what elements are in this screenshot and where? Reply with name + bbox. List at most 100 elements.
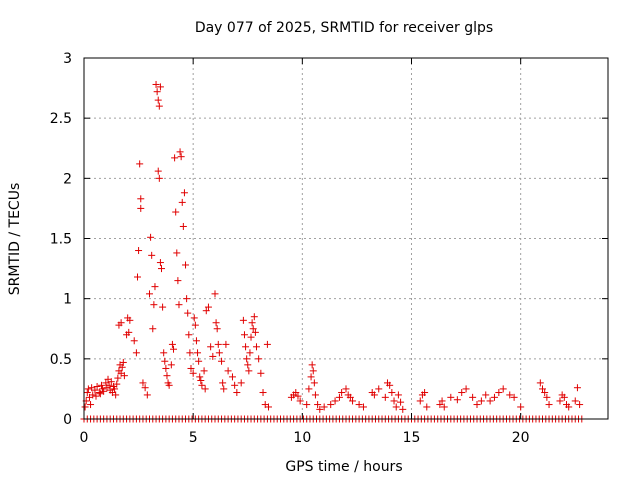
data-point: [81, 403, 89, 411]
data-point: [335, 393, 343, 401]
data-point: [202, 307, 210, 315]
y-tick-label: 2.5: [50, 111, 72, 127]
data-point: [160, 349, 168, 357]
data-point: [146, 290, 153, 298]
data-point: [176, 148, 184, 156]
data-point: [184, 309, 192, 317]
data-point: [233, 389, 241, 397]
data-point: [245, 367, 253, 375]
x-axis-label: GPS time / hours: [285, 459, 402, 475]
data-point: [355, 401, 363, 409]
y-axis-label: SRMTID / TECUs: [7, 183, 23, 296]
data-point: [155, 174, 163, 182]
data-point: [490, 393, 498, 401]
data-point: [148, 251, 156, 259]
data-point: [462, 385, 470, 393]
data-point: [84, 385, 92, 393]
data-point: [320, 403, 328, 411]
data-point: [536, 379, 544, 387]
data-point: [517, 403, 525, 411]
data-point: [392, 403, 400, 411]
data-point: [150, 301, 158, 309]
data-point: [209, 352, 217, 360]
data-point: [149, 325, 157, 333]
data-point: [130, 337, 138, 345]
data-point: [573, 384, 581, 392]
data-point: [257, 369, 265, 377]
data-point: [141, 384, 149, 392]
data-point: [192, 337, 200, 345]
data-point: [560, 393, 568, 401]
data-point: [135, 247, 143, 255]
data-point: [264, 403, 272, 411]
data-point: [421, 389, 429, 397]
data-point: [263, 340, 271, 348]
data-point: [125, 328, 133, 336]
data-point: [510, 393, 518, 401]
chart-title: Day 077 of 2025, SRMTID for receiver glp…: [195, 20, 493, 36]
data-point: [113, 380, 121, 388]
data-point: [220, 385, 228, 393]
data-point: [213, 325, 221, 333]
data-point: [438, 397, 446, 405]
data-point: [499, 385, 507, 393]
data-point: [316, 405, 324, 413]
data-point: [222, 340, 230, 348]
data-point: [375, 385, 383, 393]
data-point: [156, 83, 164, 91]
data-point: [189, 369, 197, 377]
data-point: [114, 374, 122, 382]
data-point: [120, 372, 128, 380]
grid-lines: [84, 58, 608, 419]
data-point: [242, 343, 250, 351]
data-point: [159, 303, 167, 311]
data-point: [185, 331, 193, 339]
data-point: [292, 389, 300, 397]
data-point: [161, 357, 169, 365]
data-point: [224, 367, 232, 375]
data-point: [191, 321, 199, 329]
data-point: [167, 361, 175, 369]
data-point: [196, 373, 204, 381]
data-point: [170, 345, 178, 353]
data-point: [105, 381, 113, 389]
y-tick-label: 1.5: [50, 232, 72, 248]
data-point: [331, 397, 339, 405]
data-point: [231, 381, 239, 389]
data-point: [139, 379, 147, 387]
data-point: [168, 340, 176, 348]
data-point: [107, 378, 115, 386]
data-point: [152, 80, 160, 88]
data-point: [112, 391, 120, 399]
data-point: [87, 401, 95, 409]
data-point: [416, 397, 424, 405]
data-point: [240, 331, 248, 339]
data-point: [482, 391, 490, 399]
data-point: [219, 379, 227, 387]
data-point: [571, 397, 579, 405]
data-point: [207, 343, 215, 351]
data-point: [158, 265, 166, 273]
data-point: [244, 361, 252, 369]
data-point: [111, 385, 119, 393]
data-point: [91, 386, 99, 394]
data-point: [381, 393, 389, 401]
data-point: [565, 403, 573, 411]
data-point: [436, 401, 444, 409]
data-point: [214, 340, 222, 348]
data-point: [200, 367, 208, 375]
data-point: [305, 385, 313, 393]
data-point: [469, 393, 477, 401]
data-point: [93, 383, 101, 391]
data-point: [132, 349, 140, 357]
y-tick-label: 1: [63, 292, 72, 308]
data-point: [539, 385, 546, 393]
data-point: [388, 389, 396, 397]
data-point: [187, 364, 195, 372]
data-point: [190, 314, 198, 322]
data-point: [97, 381, 105, 389]
data-point: [447, 393, 455, 401]
data-point: [117, 319, 125, 327]
data-point: [251, 328, 259, 336]
